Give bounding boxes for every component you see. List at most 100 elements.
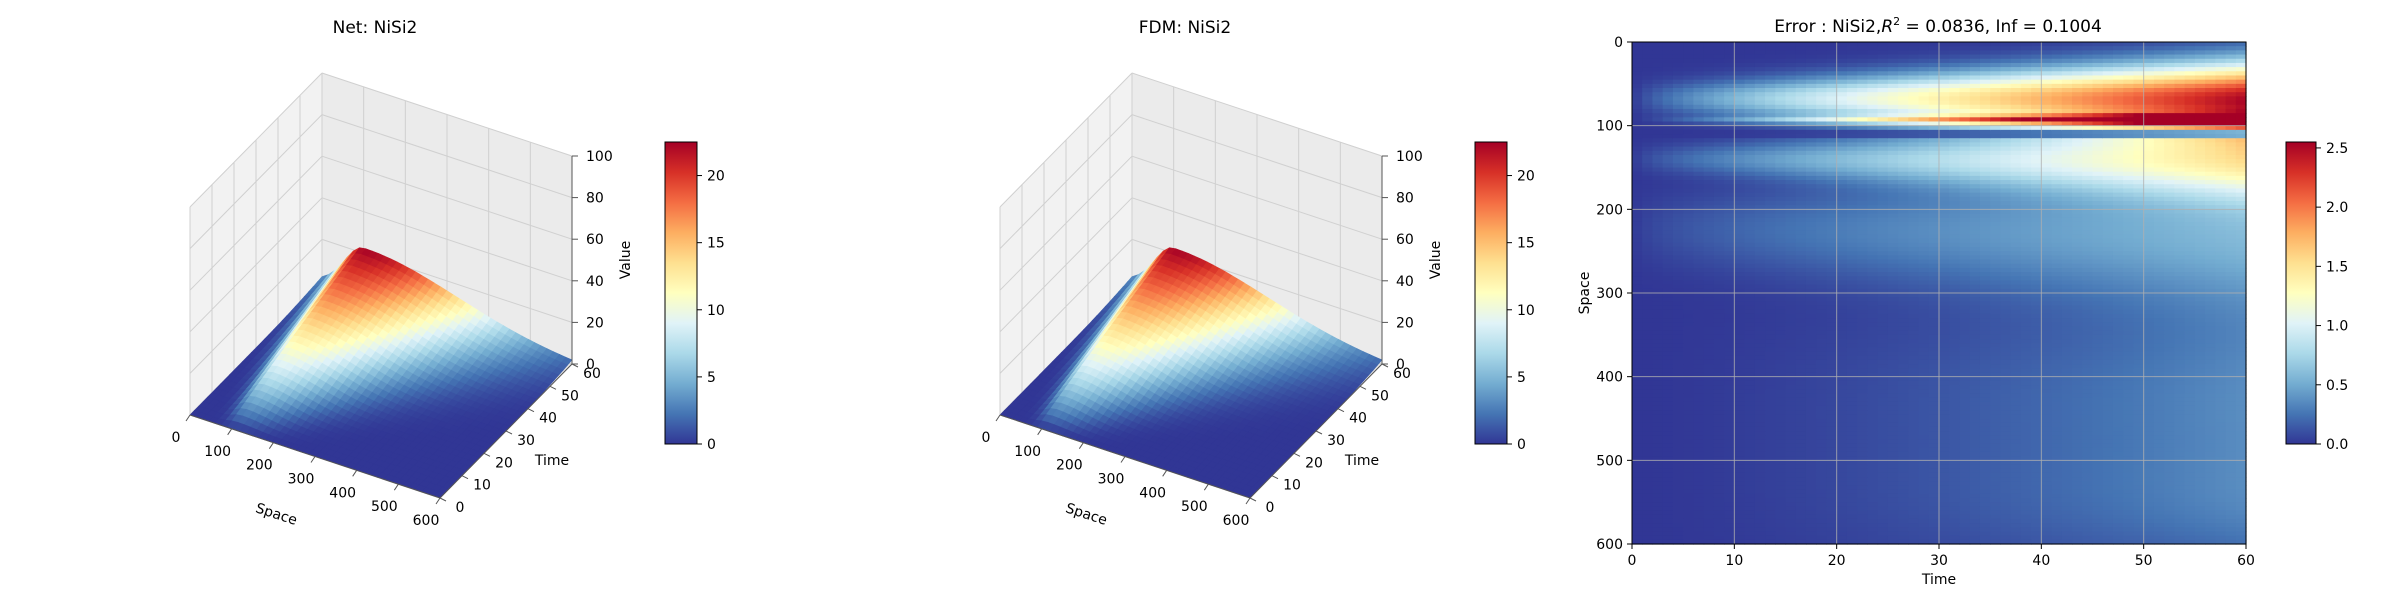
heatmap-cell xyxy=(1693,217,1705,223)
heatmap-cell xyxy=(1713,213,1725,219)
heatmap-cell xyxy=(1724,192,1735,198)
grid-line xyxy=(321,114,573,199)
heatmap-cell xyxy=(1632,439,1643,445)
heatmap-cell xyxy=(1662,301,1674,307)
heatmap-cell xyxy=(1683,460,1694,466)
heatmap-cell xyxy=(1826,83,1838,89)
heatmap-cell xyxy=(1734,192,1746,198)
heatmap-cell xyxy=(1632,138,1643,143)
heatmap-cell xyxy=(1795,238,1807,244)
heatmap-cell xyxy=(1662,502,1674,507)
heatmap-cell xyxy=(1652,439,1664,445)
heatmap-cell xyxy=(1795,192,1807,198)
heatmap-cell xyxy=(1775,451,1787,457)
heatmap-cell xyxy=(1724,230,1735,236)
heatmap-cell xyxy=(1785,472,1797,478)
heatmap-cell xyxy=(1816,301,1828,307)
heatmap-cell xyxy=(1703,62,1715,68)
heatmap-cell xyxy=(1662,175,1674,181)
heatmap-cell xyxy=(1795,527,1807,533)
heatmap-cell xyxy=(1805,83,1817,89)
heatmap-cell xyxy=(1683,523,1694,528)
heatmap-cell xyxy=(1826,351,1838,357)
heatmap-cell xyxy=(1734,351,1746,357)
heatmap-cell xyxy=(1652,146,1664,152)
heatmap-cell xyxy=(1693,46,1705,51)
heatmap-cell xyxy=(1632,251,1643,256)
heatmap-cell xyxy=(1795,88,1807,93)
heatmap-cell xyxy=(1754,196,1766,202)
heatmap-cell xyxy=(1785,146,1797,152)
heatmap-cell xyxy=(1754,464,1766,470)
heatmap-cell xyxy=(1662,380,1674,386)
heatmap-cell xyxy=(1765,380,1776,386)
heatmap-cell xyxy=(1662,489,1674,495)
heatmap-cell xyxy=(1683,435,1694,441)
heatmap-cell xyxy=(1713,146,1725,152)
heatmap-cell xyxy=(1672,405,1684,411)
heatmap-cell xyxy=(1754,113,1766,118)
heatmap-cell xyxy=(1662,180,1674,185)
heatmap-cell xyxy=(1683,171,1694,177)
heatmap-cell xyxy=(1805,88,1817,93)
heatmap-cell xyxy=(1672,497,1684,503)
heatmap-cell xyxy=(1662,159,1674,164)
heatmap-cell xyxy=(1805,380,1817,386)
heatmap-cell xyxy=(1816,489,1828,495)
heatmap-cell xyxy=(1652,58,1664,64)
heatmap-cell xyxy=(1724,376,1735,382)
heatmap-cell xyxy=(1683,518,1694,524)
heatmap-cell xyxy=(1754,217,1766,223)
heatmap-cell xyxy=(1713,117,1725,123)
heatmap-cell xyxy=(1744,175,1756,181)
heatmap-cell xyxy=(1662,527,1674,533)
heatmap-cell xyxy=(1693,535,1705,541)
heatmap-cell xyxy=(1724,351,1735,357)
heatmap-cell xyxy=(1652,535,1664,541)
heatmap-cell xyxy=(1805,431,1817,436)
heatmap-cell xyxy=(1754,460,1766,466)
heatmap-cell xyxy=(1795,451,1807,457)
heatmap-cell xyxy=(1703,267,1715,273)
heatmap-cell xyxy=(1816,129,1828,135)
heatmap-cell xyxy=(1765,297,1776,302)
heatmap-cell xyxy=(1744,117,1756,123)
heatmap-cell xyxy=(1724,368,1735,374)
heatmap-cell xyxy=(1632,146,1643,152)
heatmap-cell xyxy=(1744,267,1756,273)
heatmap-cell xyxy=(1652,134,1664,139)
heatmap-cell xyxy=(1642,175,1654,181)
heatmap-cell xyxy=(1765,213,1776,219)
heatmap-cell xyxy=(1683,167,1694,173)
heatmap-cell xyxy=(1713,50,1725,56)
heatmap-cell xyxy=(1826,246,1838,252)
heatmap-cell xyxy=(1734,88,1746,93)
heatmap-cell xyxy=(1724,83,1735,89)
heatmap-cell xyxy=(1754,397,1766,403)
heatmap-cell xyxy=(1765,167,1776,173)
heatmap-cell xyxy=(1683,259,1694,265)
heatmap-cell xyxy=(1795,502,1807,507)
heatmap-cell xyxy=(1795,460,1807,466)
heatmap-cell xyxy=(1754,67,1766,72)
heatmap-cell xyxy=(1816,389,1828,394)
heatmap-cell xyxy=(1775,410,1787,415)
heatmap-cell xyxy=(1734,418,1746,424)
heatmap-cell xyxy=(1805,343,1817,348)
heatmap-cell xyxy=(1795,92,1807,97)
heatmap-cell xyxy=(1693,405,1705,411)
heatmap-cell xyxy=(1805,359,1817,365)
heatmap-cell xyxy=(1775,175,1787,181)
heatmap-cell xyxy=(1754,405,1766,411)
heatmap-cell xyxy=(1816,92,1828,97)
heatmap-cell xyxy=(1775,531,1787,537)
value-tick-label: 0 xyxy=(586,357,595,373)
heatmap-cell xyxy=(1765,150,1776,156)
heatmap-cell xyxy=(1662,117,1674,123)
heatmap-cell xyxy=(1703,477,1715,482)
heatmap-cell xyxy=(1652,88,1664,93)
heatmap-cell xyxy=(1672,134,1684,139)
heatmap-cell xyxy=(1816,146,1828,152)
heatmap-cell xyxy=(1816,443,1828,449)
heatmap-cell xyxy=(1724,481,1735,487)
